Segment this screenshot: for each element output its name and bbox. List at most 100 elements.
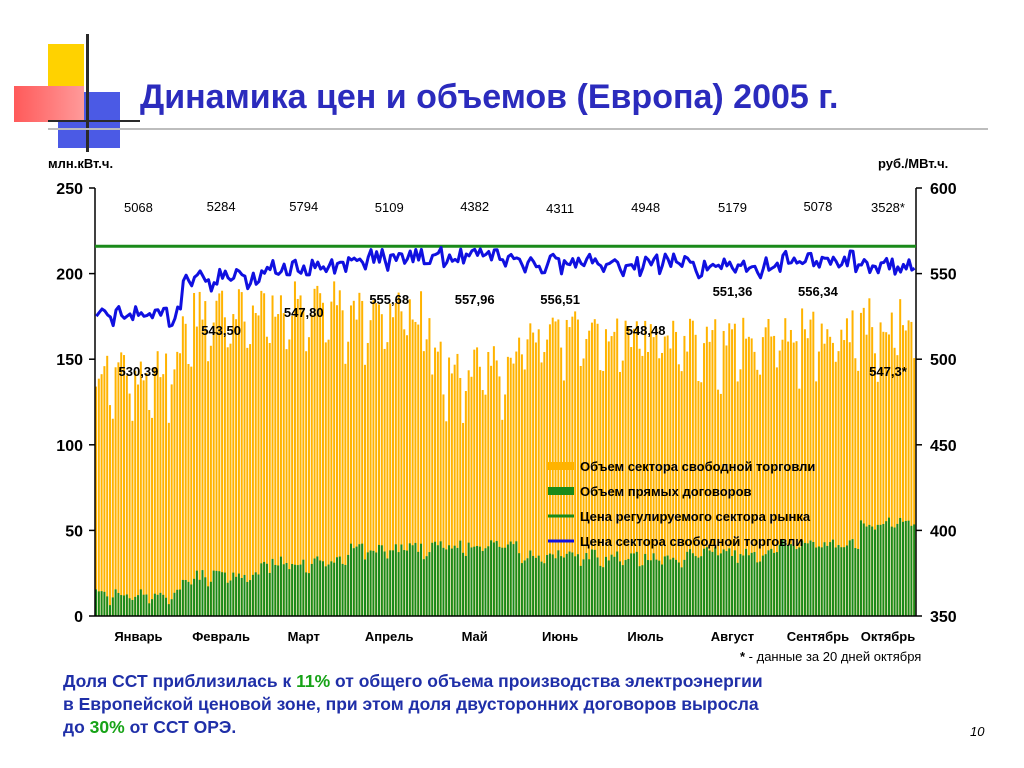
direct-contracts-bar bbox=[890, 526, 893, 616]
direct-contracts-bar bbox=[265, 563, 268, 616]
direct-contracts-bar bbox=[148, 603, 151, 616]
free-volume-bar bbox=[610, 336, 613, 616]
free-volume-bar bbox=[487, 351, 490, 616]
free-volume-bar bbox=[162, 374, 165, 616]
free-volume-bar bbox=[871, 327, 874, 616]
free-volume-bar bbox=[717, 389, 720, 616]
direct-contracts-bar bbox=[753, 552, 756, 616]
free-volume-bar bbox=[652, 337, 655, 616]
left-tick-label: 150 bbox=[56, 352, 83, 369]
direct-contracts-bar bbox=[534, 557, 537, 616]
left-tick-label: 50 bbox=[65, 523, 83, 540]
free-volume-bar bbox=[417, 324, 420, 616]
free-volume-bar bbox=[167, 422, 170, 616]
free-volume-bar bbox=[425, 339, 428, 616]
free-volume-bar bbox=[731, 329, 734, 616]
direct-contracts-bar bbox=[165, 597, 168, 616]
right-tick-label: 550 bbox=[930, 267, 957, 284]
direct-contracts-bar bbox=[588, 559, 591, 616]
free-volume-bar bbox=[607, 341, 610, 616]
direct-contracts-bar bbox=[274, 564, 277, 616]
monthly-avg-price-label: 548,48 bbox=[626, 323, 666, 338]
direct-contracts-bar bbox=[218, 571, 221, 616]
direct-contracts-bar bbox=[319, 560, 322, 616]
direct-contracts-bar bbox=[655, 559, 658, 616]
free-volume-bar bbox=[103, 366, 106, 616]
free-volume-bar bbox=[467, 370, 470, 616]
free-volume-bar bbox=[504, 394, 507, 616]
direct-contracts-bar bbox=[170, 599, 173, 616]
free-volume-bar bbox=[694, 334, 697, 616]
free-volume-bar bbox=[829, 336, 832, 616]
direct-contracts-bar bbox=[787, 545, 790, 616]
direct-contracts-bar bbox=[649, 560, 652, 616]
right-tick-label: 500 bbox=[930, 352, 957, 369]
direct-contracts-bar bbox=[551, 554, 554, 616]
free-volume-bar bbox=[537, 329, 540, 616]
direct-contracts-bar bbox=[100, 591, 103, 616]
direct-contracts-bar bbox=[453, 545, 456, 616]
direct-contracts-bar bbox=[476, 545, 479, 616]
direct-contracts-bar bbox=[198, 579, 201, 616]
free-volume-bar bbox=[641, 355, 644, 616]
direct-contracts-bar bbox=[590, 549, 593, 616]
free-volume-bar bbox=[834, 361, 837, 616]
direct-contracts-bar bbox=[621, 565, 624, 616]
monthly-avg-price-label: 530,39 bbox=[119, 364, 159, 379]
free-volume-bar bbox=[307, 337, 310, 616]
free-volume-bar bbox=[366, 342, 369, 616]
free-volume-bar bbox=[456, 353, 459, 616]
free-volume-bar bbox=[274, 316, 277, 616]
free-volume-bar bbox=[464, 391, 467, 616]
direct-contracts-bar bbox=[117, 592, 120, 616]
free-volume-bar bbox=[139, 361, 142, 616]
direct-contracts-bar bbox=[666, 555, 669, 616]
free-volume-bar bbox=[576, 319, 579, 616]
free-volume-bar bbox=[848, 342, 851, 616]
direct-contracts-bar bbox=[456, 547, 459, 616]
direct-contracts-bar bbox=[501, 547, 504, 616]
free-volume-bar bbox=[484, 394, 487, 616]
direct-contracts-bar bbox=[845, 545, 848, 616]
free-volume-bar bbox=[515, 351, 518, 616]
direct-contracts-bar bbox=[689, 549, 692, 616]
free-volume-bar bbox=[865, 334, 868, 616]
monthly-total-label: 5179 bbox=[718, 200, 747, 215]
right-tick-label: 400 bbox=[930, 523, 957, 540]
direct-contracts-bar bbox=[694, 556, 697, 616]
direct-contracts-bar bbox=[837, 545, 840, 616]
month-label: Сентябрь bbox=[787, 629, 849, 644]
direct-contracts-bar bbox=[159, 592, 162, 616]
month-label: Июль bbox=[627, 629, 663, 644]
free-volume-bar bbox=[235, 319, 238, 616]
free-volume-bar bbox=[251, 305, 254, 616]
free-volume-bar bbox=[568, 327, 571, 616]
direct-contracts-bar bbox=[137, 595, 140, 616]
free-volume-bar bbox=[618, 371, 621, 616]
direct-contracts-bar bbox=[568, 551, 571, 616]
left-tick-label: 250 bbox=[56, 181, 83, 198]
direct-contracts-bar bbox=[361, 543, 364, 616]
direct-contracts-bar bbox=[349, 543, 352, 616]
free-volume-bar bbox=[815, 381, 818, 616]
free-volume-bar bbox=[543, 352, 546, 616]
free-volume-bar bbox=[282, 313, 285, 616]
note-text: от общего объема производства электроэне… bbox=[330, 671, 763, 691]
direct-contracts-bar bbox=[125, 594, 128, 616]
free-volume-bar bbox=[627, 327, 630, 616]
direct-contracts-bar bbox=[739, 554, 742, 616]
right-tick-label: 350 bbox=[930, 609, 957, 626]
free-volume-bar bbox=[428, 318, 431, 616]
direct-contracts-bar bbox=[672, 557, 675, 616]
free-volume-bar bbox=[907, 320, 910, 616]
monthly-total-label: 4382 bbox=[460, 199, 489, 214]
free-volume-bar bbox=[369, 320, 372, 616]
direct-contracts-bar bbox=[375, 552, 378, 616]
free-volume-bar bbox=[812, 311, 815, 616]
direct-contracts-bar bbox=[464, 555, 467, 616]
free-volume-bar bbox=[263, 293, 266, 616]
free-volume-bar bbox=[787, 341, 790, 616]
free-volume-bar bbox=[644, 320, 647, 616]
direct-contracts-bar bbox=[759, 561, 762, 616]
direct-contracts-bar bbox=[831, 539, 834, 616]
